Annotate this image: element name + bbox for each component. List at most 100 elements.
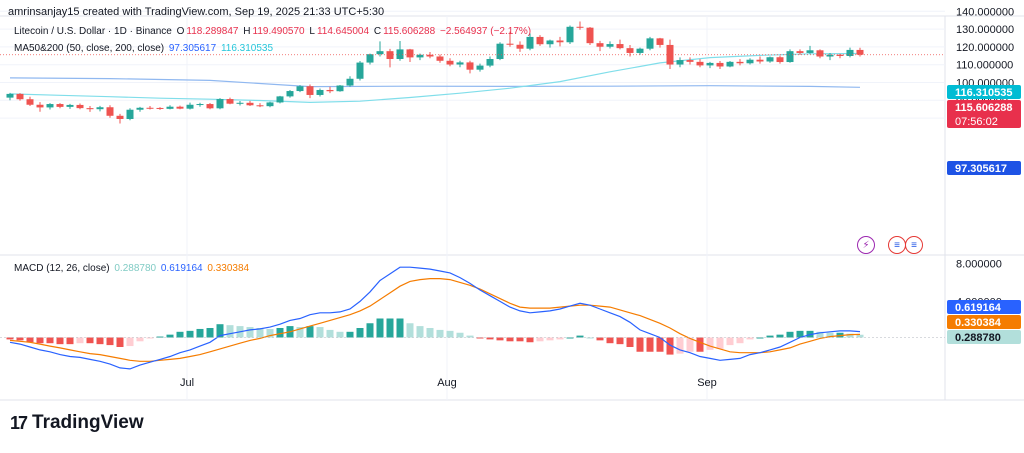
macd-hist-bar: [556, 337, 564, 340]
us-flag-icon[interactable]: ≡: [888, 236, 906, 254]
macd-hist-bar: [596, 337, 604, 341]
candle-body: [606, 44, 614, 47]
candle-body: [16, 93, 24, 100]
candle-body: [486, 59, 494, 66]
macd-hist-bar: [676, 337, 684, 354]
candle-body: [106, 107, 114, 116]
ma50-price-tag-bg: [947, 85, 1021, 99]
macd-hist-bar: [406, 323, 414, 338]
macd-hist-bar: [206, 328, 214, 338]
macd-hist-bar: [756, 337, 764, 339]
macd-hist-bar: [686, 337, 694, 352]
candle-body: [766, 57, 774, 62]
candle-body: [406, 49, 414, 58]
macd-hist-bar: [276, 328, 284, 338]
macd-hist-bar: [66, 337, 74, 345]
candle-body: [116, 115, 124, 119]
macd-hist-bar: [416, 326, 424, 338]
candle-body: [416, 54, 424, 58]
macd-hist-bar: [436, 329, 444, 338]
candle-body: [86, 108, 94, 110]
macd-legend: MACD (12, 26, close) 0.288780 0.619164 0…: [14, 263, 251, 274]
candle-body: [626, 48, 634, 53]
candle-body: [356, 62, 364, 79]
macd-hist-bar: [6, 337, 14, 340]
macd-hist-bar: [176, 331, 184, 338]
candle-body: [186, 104, 194, 109]
macd-hist-bar: [96, 337, 104, 345]
macd-hist-bar: [696, 337, 704, 352]
macd-hist-bar: [376, 318, 384, 338]
candle-body: [506, 43, 514, 45]
hist-legend-value: 0.288780: [114, 263, 157, 274]
candle-body: [556, 40, 564, 43]
macd-hist-bar: [826, 332, 834, 338]
candle-body: [206, 104, 214, 109]
candle-body: [316, 89, 324, 95]
tradingview-logo[interactable]: 17 TradingView: [10, 412, 144, 434]
macd-hist-bar: [586, 337, 594, 339]
macd-hist-bar: [26, 337, 34, 343]
candle-body: [276, 96, 284, 103]
ma50-price-tag: 116.310535: [947, 85, 1021, 99]
signal-value-tag-text: 0.330384: [955, 317, 1002, 329]
close-price-tag-text: 115.606288: [955, 102, 1013, 114]
candle-body: [706, 62, 714, 66]
candle-body: [226, 99, 234, 104]
candle-body: [786, 51, 794, 63]
ma200-line: [9, 77, 861, 88]
time-tick-label: Aug: [437, 377, 457, 389]
candle-body: [46, 104, 54, 108]
macd-hist-bar: [426, 328, 434, 338]
time-tick-label: Jul: [180, 377, 194, 389]
candle-body: [176, 106, 184, 109]
candle-body: [856, 49, 864, 55]
signal-value-tag-bg: [947, 315, 1021, 329]
candle-body: [676, 60, 684, 65]
ma50-price-tag-text: 116.310535: [955, 87, 1013, 99]
ma50-line: [9, 52, 861, 104]
macd-hist-bar: [196, 328, 204, 338]
candle-body: [456, 62, 464, 65]
candle-body: [266, 102, 274, 107]
candle-body: [496, 43, 504, 60]
candle-body: [716, 62, 724, 67]
macd-hist-bar: [486, 337, 494, 340]
candle-body: [196, 104, 204, 106]
hist-value-tag: 0.288780: [947, 330, 1021, 344]
signal-value-tag: 0.330384: [947, 315, 1021, 329]
candle-body: [636, 48, 644, 53]
macd-hist-bar: [476, 337, 484, 339]
candle-body: [6, 93, 14, 98]
macd-hist-bar: [786, 331, 794, 338]
candle-body: [806, 50, 814, 53]
ma-legend-label: MA50&200 (50, close, 200, close): [14, 43, 165, 54]
macd-hist-bar: [506, 337, 514, 342]
macd-hist-bar: [816, 331, 824, 338]
us-flag-icon-2[interactable]: ≡: [905, 236, 923, 254]
close-price-tag-countdown: 07:56:02: [955, 116, 998, 128]
candle-body: [736, 61, 744, 64]
macd-hist-bar: [396, 318, 404, 338]
macd-hist-bar: [496, 337, 504, 341]
price-tick-label: 130.000000: [956, 24, 1014, 36]
macd-hist-bar: [366, 323, 374, 338]
lightning-icon[interactable]: ⚡: [857, 236, 875, 254]
macd-hist-bar: [56, 337, 64, 345]
macd-hist-bar: [346, 331, 354, 338]
close-label: C: [373, 26, 382, 37]
candle-body: [426, 54, 434, 57]
candle-body: [646, 38, 654, 49]
macd-hist-bar: [446, 330, 454, 338]
signal-legend-value: 0.330384: [207, 263, 250, 274]
macd-hist-bar: [326, 329, 334, 338]
macd-hist-bar: [456, 332, 464, 338]
close-value: 115.606288: [383, 26, 436, 37]
candle-body: [286, 91, 294, 97]
symbol-title: Litecoin / U.S. Dollar · 1D · Binance: [14, 26, 172, 37]
change-value: −2.564937 (−2.17%): [439, 26, 532, 37]
macd-hist-bar: [336, 331, 344, 338]
macd-line: [9, 266, 861, 370]
macd-signal-line: [9, 278, 861, 362]
